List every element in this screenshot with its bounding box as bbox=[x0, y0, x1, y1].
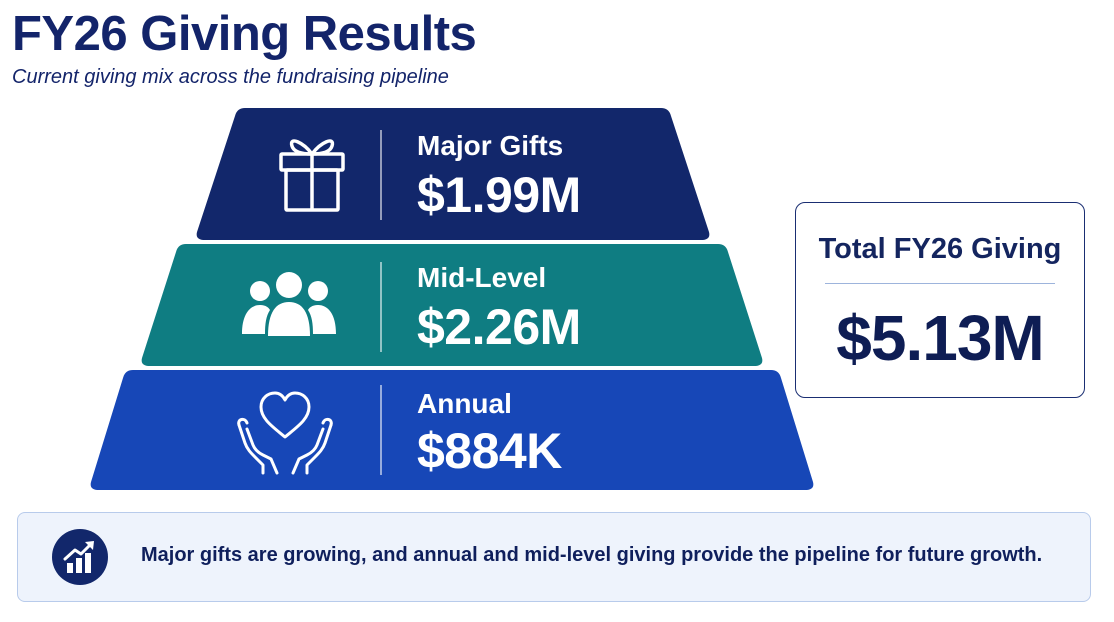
tier-label: Major Gifts bbox=[417, 130, 564, 161]
tier-divider bbox=[380, 130, 382, 220]
total-divider bbox=[825, 283, 1055, 284]
page-subtitle: Current giving mix across the fundraisin… bbox=[12, 66, 449, 88]
tier-value: $884K bbox=[417, 423, 562, 479]
heart-hands-icon bbox=[233, 385, 337, 482]
tier-label: Annual bbox=[417, 388, 512, 419]
insight-banner: Major gifts are growing, and annual and … bbox=[17, 512, 1091, 602]
tier-annual: Annual $884K bbox=[89, 370, 815, 490]
insight-text: Major gifts are growing, and annual and … bbox=[141, 544, 1043, 566]
people-icon bbox=[240, 270, 338, 345]
growth-chart-icon bbox=[52, 529, 108, 585]
total-giving-card: Total FY26 Giving $5.13M bbox=[795, 202, 1085, 398]
total-giving-label: Total FY26 Giving bbox=[818, 233, 1062, 265]
tier-value: $1.99M bbox=[417, 167, 581, 223]
tier-mid-level: Mid-Level $2.26M bbox=[140, 244, 764, 366]
tier-divider bbox=[380, 385, 382, 475]
tier-label: Mid-Level bbox=[417, 262, 547, 293]
page-title: FY26 Giving Results bbox=[12, 7, 477, 61]
tier-divider bbox=[380, 262, 382, 352]
total-giving-value: $5.13M bbox=[836, 302, 1044, 374]
tier-value: $2.26M bbox=[417, 299, 581, 355]
tier-major-gifts: Major Gifts $1.99M bbox=[195, 108, 711, 240]
gift-icon bbox=[277, 130, 347, 221]
